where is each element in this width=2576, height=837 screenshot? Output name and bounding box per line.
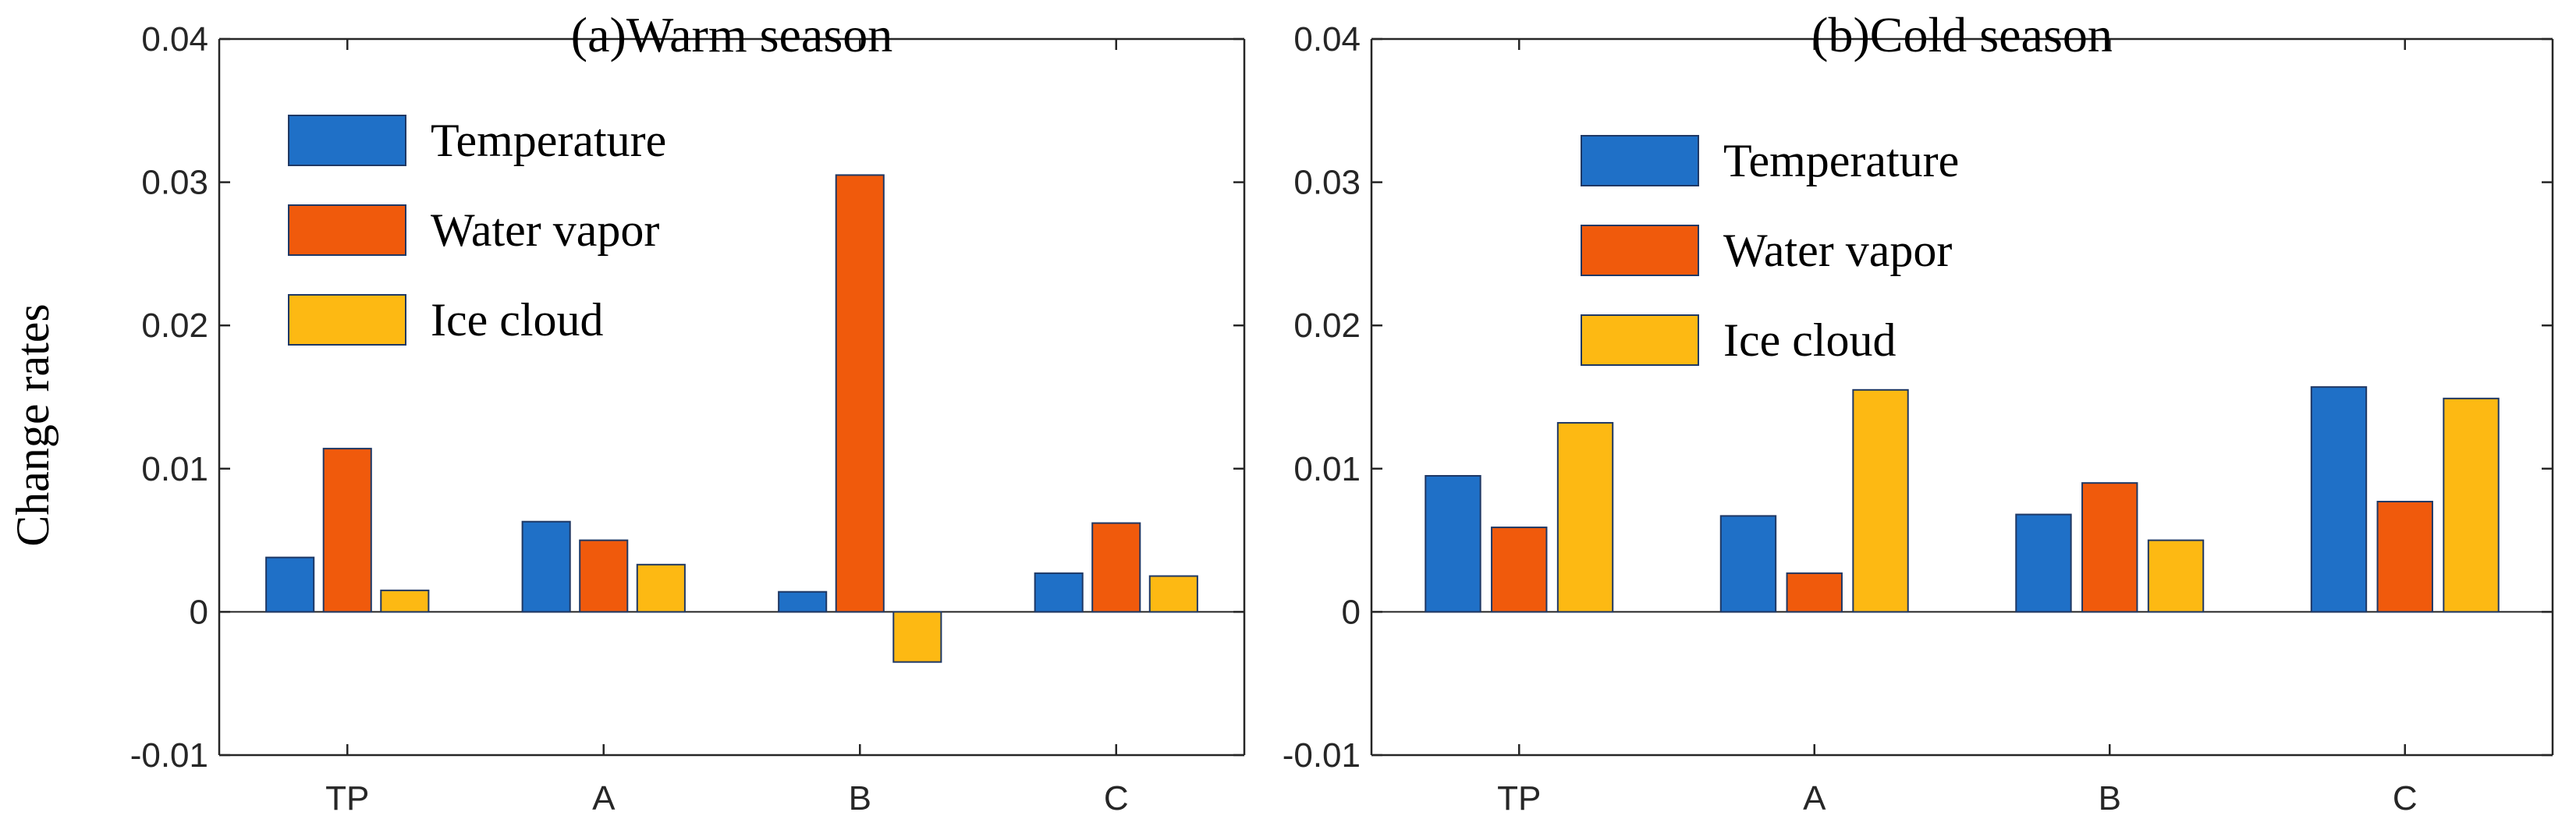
bar-ice-cloud-c bbox=[1148, 575, 1198, 613]
y-tick-label: -0.01 bbox=[1283, 736, 1361, 775]
y-tick-label: 0.01 bbox=[1293, 450, 1361, 488]
bar-ice-cloud-c bbox=[2443, 397, 2500, 613]
bar-water-vapor-c bbox=[2376, 501, 2433, 613]
bar-temperature-b bbox=[778, 591, 828, 613]
x-tick-label-a: A bbox=[592, 779, 616, 817]
x-tick-label-b: B bbox=[2099, 779, 2121, 817]
legend-label-temperature: Temperature bbox=[1723, 135, 1959, 186]
panel-warm-season: -0.01 0 0.01 0.02 0.03 0.04 TP A B C (a)Warm seaso… bbox=[130, 7, 1246, 817]
x-tick-label-a: A bbox=[1803, 779, 1826, 817]
y-tick-label: 0.04 bbox=[141, 20, 208, 59]
y-tick-label: 0.02 bbox=[141, 307, 208, 345]
x-tick-label-b: B bbox=[849, 779, 871, 817]
y-tick-label: 0.02 bbox=[1293, 307, 1361, 345]
legend-swatch-ice-cloud bbox=[1581, 314, 1699, 366]
bar-temperature-tp bbox=[265, 556, 315, 613]
bar-water-vapor-tp bbox=[322, 448, 372, 613]
x-tick-label-c: C bbox=[1104, 779, 1129, 817]
y-tick-label: 0.04 bbox=[1293, 20, 1361, 59]
bar-temperature-b bbox=[2015, 513, 2072, 613]
bar-ice-cloud-a bbox=[1852, 388, 1909, 613]
bar-ice-cloud-tp bbox=[380, 589, 430, 613]
bar-temperature-c bbox=[2310, 386, 2368, 613]
x-tick-label-c: C bbox=[2393, 779, 2418, 817]
y-tick-label: 0.03 bbox=[1293, 164, 1361, 202]
panel-cold-season: -0.01 0 0.01 0.02 0.03 0.04 TP A B C (b)Cold seaso… bbox=[1283, 7, 2554, 817]
y-tick-label: 0 bbox=[1342, 593, 1361, 631]
legend-swatch-water-vapor bbox=[288, 204, 406, 256]
legend-label-ice-cloud: Ice cloud bbox=[1723, 314, 1897, 366]
bar-water-vapor-b bbox=[2081, 482, 2138, 613]
bar-water-vapor-c bbox=[1091, 522, 1141, 613]
bar-temperature-tp bbox=[1425, 474, 1481, 613]
bar-ice-cloud-b bbox=[2147, 539, 2205, 613]
chart-title: (b)Cold season bbox=[1811, 7, 2113, 62]
legend-label-temperature: Temperature bbox=[431, 115, 666, 166]
bar-water-vapor-a bbox=[1786, 572, 1843, 613]
bar-ice-cloud-a bbox=[636, 563, 686, 613]
bar-water-vapor-b bbox=[835, 174, 885, 613]
bar-water-vapor-tp bbox=[1491, 527, 1548, 613]
y-axis-label: Change rates bbox=[7, 303, 59, 547]
legend-label-water-vapor: Water vapor bbox=[1723, 225, 1952, 276]
legend-swatch-temperature bbox=[288, 115, 406, 166]
x-tick-label-tp: TP bbox=[1497, 779, 1541, 817]
x-tick-label-tp: TP bbox=[325, 779, 369, 817]
legend-label-ice-cloud: Ice cloud bbox=[431, 294, 604, 346]
bar-temperature-a bbox=[1719, 515, 1777, 613]
bar-temperature-a bbox=[521, 520, 571, 613]
y-tick-label: 0.01 bbox=[141, 450, 208, 488]
y-tick-label: 0 bbox=[190, 593, 208, 631]
bar-water-vapor-a bbox=[579, 539, 629, 613]
legend-label-water-vapor: Water vapor bbox=[431, 204, 659, 256]
bar-ice-cloud-b bbox=[892, 611, 942, 663]
legend-swatch-water-vapor bbox=[1581, 225, 1699, 276]
bar-ice-cloud-tp bbox=[1556, 422, 1614, 613]
chart-title: (a)Warm season bbox=[571, 7, 892, 62]
y-tick-label: 0.03 bbox=[141, 164, 208, 202]
bar-temperature-c bbox=[1034, 572, 1084, 613]
legend-swatch-temperature bbox=[1581, 135, 1699, 186]
legend-swatch-ice-cloud bbox=[288, 294, 406, 346]
y-tick-label: -0.01 bbox=[130, 736, 208, 775]
